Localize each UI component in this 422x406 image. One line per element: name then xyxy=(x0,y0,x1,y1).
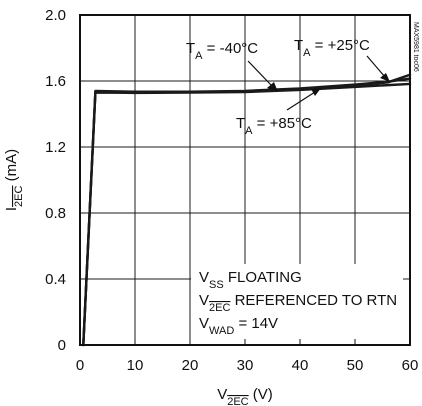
y-tick-label: 1.6 xyxy=(45,73,66,90)
annotation-ta-plus85: TA = +85°C xyxy=(236,88,321,137)
annotation-ta-plus85-arrowhead xyxy=(311,88,321,96)
annotation-ta-minus40-sub: A xyxy=(195,50,203,62)
condition-line-3: VWAD = 14V xyxy=(199,315,278,337)
y-axis-label: I2EC (mA) xyxy=(3,149,25,211)
svg-text:TA = +25°C: TA = +25°C xyxy=(294,37,370,59)
condition-line-1-sub: SS xyxy=(209,279,224,291)
condition-line-3-prefix: V xyxy=(199,315,209,332)
annotation-ta-plus85-leader xyxy=(286,91,316,111)
x-tick-label: 40 xyxy=(292,357,309,374)
annotation-ta-minus40-leader xyxy=(247,60,273,87)
x-axis-label-main: V xyxy=(217,386,227,403)
y-tick-label: 1.2 xyxy=(45,139,66,156)
annotation-ta-plus25-sub: A xyxy=(303,47,311,59)
condition-line-2-prefix: V xyxy=(199,292,209,309)
svg-text:TA = -40°C: TA = -40°C xyxy=(186,40,258,62)
condition-line-1-text: FLOATING xyxy=(224,269,302,286)
annotation-ta-minus40-arrowhead xyxy=(267,82,278,92)
annotation-ta-minus40-prefix: T xyxy=(186,40,195,57)
x-tick-label: 50 xyxy=(347,357,364,374)
condition-line-2-sub: 2EC xyxy=(209,302,230,314)
condition-line-1: VSS FLOATING xyxy=(199,269,302,291)
x-axis-label: V2EC (V) xyxy=(217,386,273,406)
annotation-ta-plus85-prefix: T xyxy=(236,115,245,132)
x-axis-label-unit: (V) xyxy=(249,386,273,403)
x-axis-tick-labels: 0 10 20 30 40 50 60 xyxy=(76,357,419,374)
condition-line-3-sub: WAD xyxy=(209,325,234,337)
annotation-ta-minus40: TA = -40°C xyxy=(186,40,278,92)
series-lines xyxy=(82,73,412,347)
x-tick-label: 60 xyxy=(402,357,419,374)
annotation-ta-plus25: TA = +25°C xyxy=(294,37,390,82)
annotation-ta-minus40-value: = -40°C xyxy=(203,40,259,57)
y-axis-label-main: I xyxy=(3,207,20,211)
annotation-ta-plus85-sub: A xyxy=(245,125,253,137)
x-tick-label: 30 xyxy=(237,357,254,374)
y-axis-label-unit: (mA) xyxy=(3,149,20,186)
condition-line-1-prefix: V xyxy=(199,269,209,286)
y-axis-label-sub: 2EC xyxy=(13,185,25,206)
x-tick-label: 10 xyxy=(127,357,144,374)
annotation-ta-plus25-leader xyxy=(366,55,386,78)
y-tick-label: 0 xyxy=(58,337,66,354)
series-line-3 xyxy=(82,82,412,347)
condition-line-2: V2EC REFERENCED TO RTN xyxy=(199,292,397,314)
y-tick-label: 0.8 xyxy=(45,205,66,222)
svg-text:TA = +85°C: TA = +85°C xyxy=(236,115,312,137)
annotation-ta-plus85-value: = +85°C xyxy=(253,115,313,132)
conditions-background xyxy=(191,264,403,339)
x-tick-label: 0 xyxy=(76,357,84,374)
tick-marks xyxy=(79,14,411,346)
condition-line-3-text: = 14V xyxy=(234,315,278,332)
x-tick-label: 20 xyxy=(182,357,199,374)
y-tick-label: 2.0 xyxy=(45,7,66,24)
annotation-ta-plus25-value: = +25°C xyxy=(311,37,371,54)
conditions-block: VSS FLOATING V2EC REFERENCED TO RTN VWAD… xyxy=(191,264,403,339)
watermark: MAX5981 toc06 xyxy=(412,22,419,72)
annotation-ta-plus25-prefix: T xyxy=(294,37,303,54)
x-axis-label-sub: 2EC xyxy=(227,396,248,406)
y-tick-label: 0.4 xyxy=(45,271,66,288)
condition-line-2-text: REFERENCED TO RTN xyxy=(230,292,397,309)
annotation-ta-plus25-arrowhead xyxy=(380,73,390,82)
y-axis-tick-labels: 0 0.4 0.8 1.2 1.6 2.0 xyxy=(45,7,66,354)
